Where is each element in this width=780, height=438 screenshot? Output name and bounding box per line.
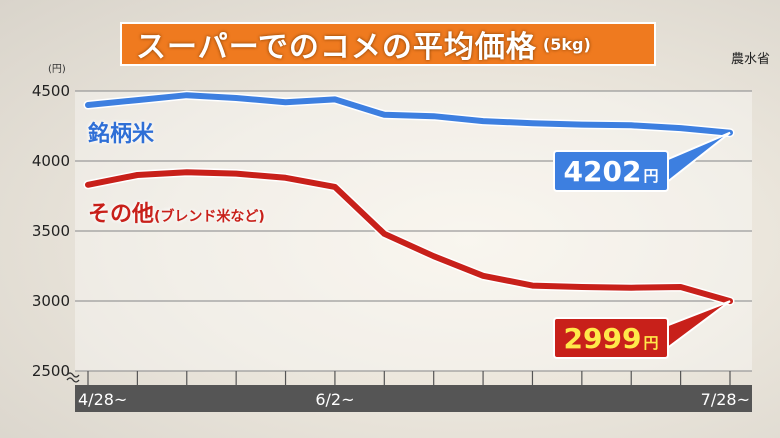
series-label-other: その他(ブレンド米など) <box>88 196 265 228</box>
callout-other-value: 2999 <box>563 321 642 355</box>
callout-brand-value: 4202 <box>563 154 642 188</box>
source-label: 農水省 <box>730 52 770 67</box>
series-line-1 <box>85 169 733 305</box>
callout-brand-price: 4202 円 <box>553 150 669 192</box>
x-tick-label: 7/28~ <box>701 390 750 409</box>
y-tick-label: 3000 <box>32 292 70 310</box>
y-tick-label: 2500 <box>32 362 70 380</box>
callout-other-unit: 円 <box>643 333 659 352</box>
chart-title-box: スーパーでのコメの平均価格 (5kg) <box>120 22 656 66</box>
callout-brand-unit: 円 <box>643 166 659 185</box>
series-line-0 <box>85 92 733 136</box>
x-tick-label: 6/2~ <box>315 390 354 409</box>
series-label-other-sub: (ブレンド米など) <box>154 209 265 225</box>
callout-other-price: 2999 円 <box>553 317 669 359</box>
x-axis-bar <box>75 385 752 412</box>
chart-title: スーパーでのコメの平均価格 <box>136 30 537 65</box>
series-label-brand: 銘柄米 <box>88 122 155 147</box>
y-axis-unit: (円) <box>48 64 66 75</box>
y-tick-label: 4000 <box>32 152 70 170</box>
y-tick-label: 4500 <box>32 82 70 100</box>
chart-title-unit: (5kg) <box>542 34 591 54</box>
series-label-other-main: その他 <box>88 202 155 227</box>
axis-break-mark <box>66 372 80 383</box>
x-tick-label: 4/28~ <box>78 390 127 409</box>
y-tick-label: 3500 <box>32 222 70 240</box>
